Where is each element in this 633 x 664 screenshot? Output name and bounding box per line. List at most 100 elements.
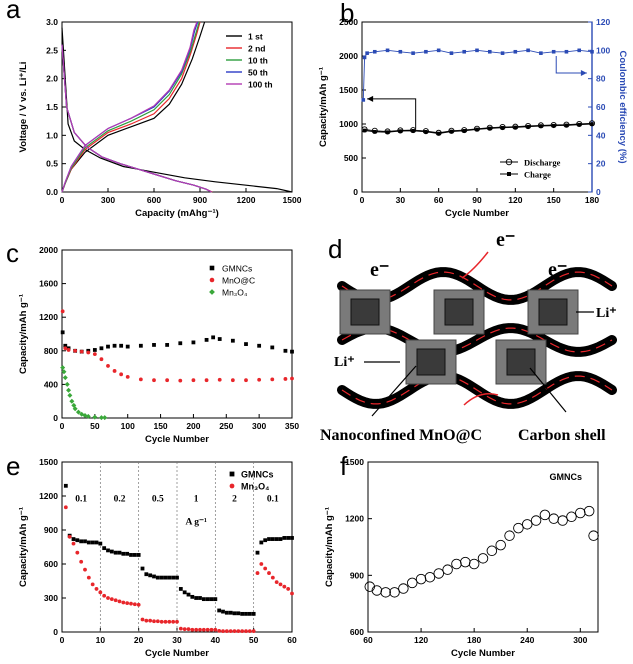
data-point-e [102, 546, 107, 551]
x-tick-label-f: 120 [414, 635, 428, 645]
x-tick-label-f: 180 [467, 635, 481, 645]
data-point-e [267, 537, 271, 541]
data-point-e [106, 596, 110, 600]
data-point-c [257, 343, 262, 348]
data-point-e [117, 599, 122, 604]
data-point-c [99, 346, 104, 351]
data-point-f [513, 522, 524, 534]
data-point-e [121, 551, 126, 556]
data-point-e [274, 580, 279, 585]
series-line-b [362, 49, 593, 100]
data-point-e [175, 575, 179, 580]
legend-label-a: 2 nd [248, 44, 265, 54]
x-tick-label-f: 300 [573, 635, 587, 645]
x-tick-label-b: 30 [396, 195, 406, 205]
data-point-b [385, 130, 390, 134]
x-tick-label-b: 90 [472, 195, 482, 205]
x-tick-label-e: 0 [60, 635, 65, 645]
data-point-e [178, 626, 183, 631]
x-tick-label-e: 50 [249, 635, 259, 645]
data-point-f [575, 507, 586, 519]
data-point-b [385, 48, 390, 53]
data-point-c [73, 348, 78, 353]
x-tick-label-c: 300 [252, 421, 266, 431]
data-point-e [140, 566, 145, 571]
y-tick-label-a: 0.5 [46, 159, 58, 169]
x-axis-label-b: Cycle Number [445, 208, 509, 219]
data-point-b [411, 51, 415, 55]
li-ion-label: Li⁺ [334, 355, 355, 370]
data-point-e [175, 619, 179, 624]
data-point-e [125, 551, 130, 556]
data-point-c [99, 357, 104, 362]
y-tick-label-e: 1500 [39, 457, 58, 467]
data-point-e [132, 602, 137, 607]
x-tick-label-c: 250 [219, 421, 233, 431]
legend-label-c: Mn₃O₄ [222, 288, 248, 298]
data-point-e [259, 540, 264, 545]
data-point-e [198, 627, 202, 632]
y2-tick-label-b: 120 [596, 17, 610, 27]
data-point-c [138, 377, 143, 382]
data-point-b [436, 48, 441, 53]
data-point-c [119, 343, 124, 348]
y-tick-label-c: 800 [44, 346, 58, 356]
y-tick-label-f: 900 [350, 570, 364, 580]
rate-unit-e: A g⁻¹ [186, 517, 207, 527]
data-point-e [63, 505, 68, 510]
data-point-f [566, 511, 577, 523]
y-tick-label-b: 1500 [339, 85, 358, 95]
data-point-b [563, 121, 570, 128]
data-point-c [67, 392, 73, 398]
data-point-c [75, 409, 81, 415]
data-point-c [217, 377, 222, 382]
data-point-f [451, 558, 462, 570]
data-point-e [86, 540, 91, 545]
data-point-e [274, 537, 279, 541]
data-point-c [125, 374, 130, 379]
data-point-e [117, 550, 122, 555]
data-point-c [106, 344, 110, 349]
data-point-e [282, 584, 287, 589]
data-point-b [551, 49, 556, 54]
data-point-e [224, 629, 229, 633]
data-point-f [521, 519, 533, 530]
data-point-c [60, 330, 65, 335]
data-point-f [424, 571, 436, 583]
data-point-e [125, 601, 130, 605]
data-point-e [121, 600, 126, 605]
x-tick-label-f: 60 [363, 635, 373, 645]
y-tick-label-a: 1.5 [46, 102, 58, 112]
data-point-e [190, 627, 195, 632]
data-point-e [83, 539, 87, 544]
mno-core [350, 298, 380, 326]
data-point-c [72, 406, 78, 412]
y-tick-label-e: 300 [44, 593, 58, 603]
data-point-f [495, 539, 506, 551]
y-tick-label-b: 500 [344, 153, 358, 163]
data-point-c [178, 378, 183, 383]
data-point-b [362, 128, 367, 133]
data-point-e [113, 598, 118, 603]
y2-tick-label-b: 0 [596, 187, 601, 197]
data-point-c [152, 378, 156, 383]
electron-arrow [461, 251, 489, 279]
data-point-c [283, 348, 288, 353]
data-point-e [152, 619, 156, 624]
data-point-b [411, 129, 415, 133]
data-point-e [109, 549, 114, 554]
x-axis-label-f: Cycle Number [451, 648, 515, 659]
panel-c: 0 50 100 150 200 250 300 350 0 400 800 1200 1600 2000… [18, 245, 299, 445]
data-point-b [507, 172, 511, 176]
rate-label-e: 0.5 [152, 495, 164, 505]
data-point-b [539, 124, 543, 128]
data-point-e [163, 575, 168, 580]
data-point-e [94, 540, 99, 545]
data-point-c [230, 338, 235, 343]
panel-letter-e: e [6, 451, 20, 481]
data-point-e [263, 566, 268, 571]
schematic-d: e⁻ e⁻ e⁻ Li⁺ Li⁺ Nanoconfined MnO@C Carbon she… [320, 229, 617, 444]
data-point-b [397, 127, 404, 134]
data-point-e [163, 619, 168, 624]
data-point-b [487, 49, 492, 54]
